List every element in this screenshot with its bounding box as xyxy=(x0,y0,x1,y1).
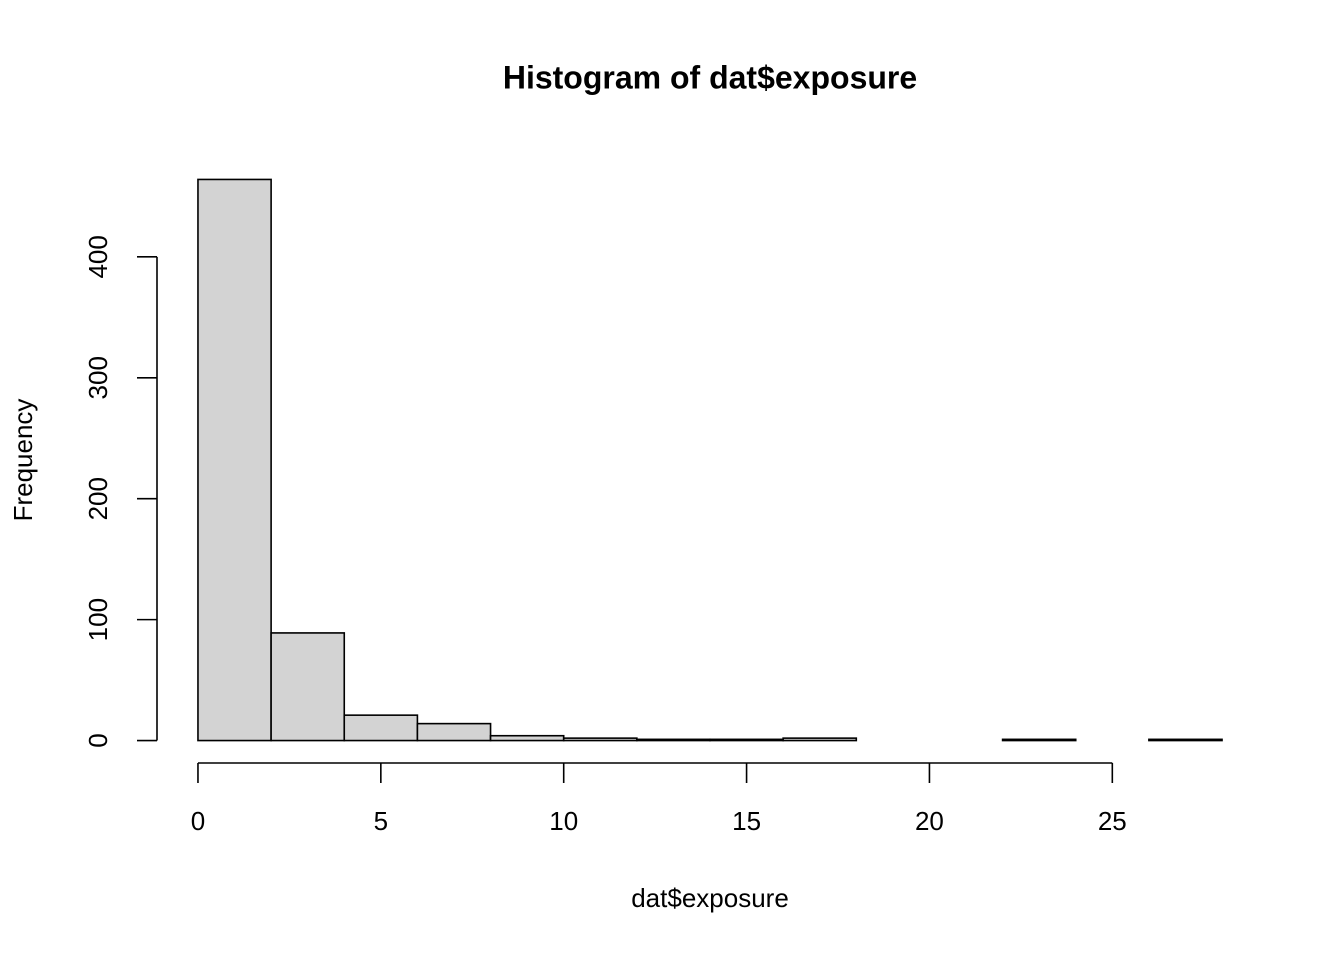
bar xyxy=(562,737,638,742)
bar xyxy=(1001,738,1077,742)
bar xyxy=(343,714,419,742)
bar xyxy=(197,178,272,742)
chart-title: Histogram of dat$exposure xyxy=(503,59,917,95)
y-axis-label: Frequency xyxy=(8,399,38,522)
x-tick-label: 0 xyxy=(191,806,205,836)
bar xyxy=(270,632,346,742)
bar xyxy=(709,738,784,742)
y-tick-label: 200 xyxy=(83,477,113,520)
x-tick-label: 10 xyxy=(549,806,578,836)
y-tick-label: 100 xyxy=(83,598,113,641)
y-tick-label: 400 xyxy=(83,235,113,278)
bar xyxy=(782,737,858,742)
y-tick-label: 300 xyxy=(83,356,113,399)
x-tick-label: 25 xyxy=(1098,806,1127,836)
y-tick-label: 0 xyxy=(83,733,113,747)
x-tick-label: 5 xyxy=(374,806,388,836)
x-tick-label: 20 xyxy=(915,806,944,836)
x-axis-label: dat$exposure xyxy=(631,883,789,913)
bar xyxy=(489,734,565,742)
bar xyxy=(1148,738,1223,742)
x-tick-label: 15 xyxy=(732,806,761,836)
bar xyxy=(636,738,711,742)
bar xyxy=(416,722,492,742)
